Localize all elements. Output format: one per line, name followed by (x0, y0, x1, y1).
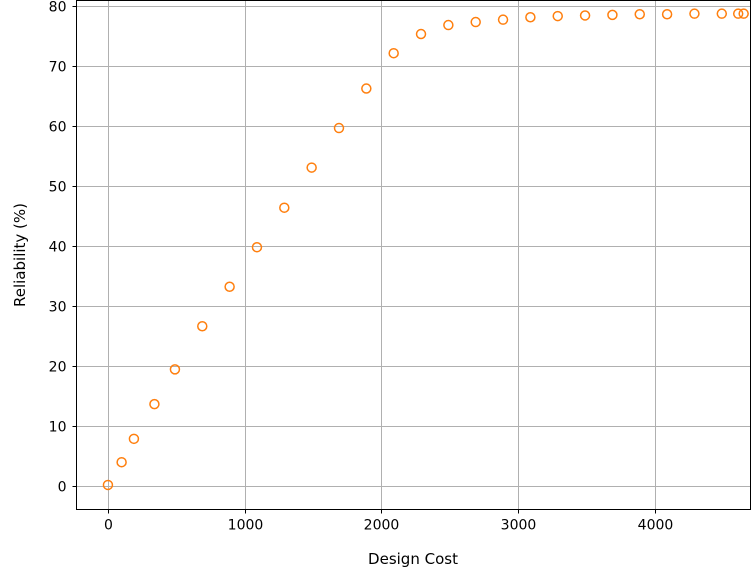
y-tick-label: 60 (49, 120, 67, 136)
data-point (197, 321, 208, 332)
data-point (689, 8, 700, 19)
data-point (716, 8, 728, 19)
data-point (279, 202, 290, 213)
data-point (251, 241, 263, 253)
grid-lines (76, 0, 751, 510)
x-tick-label: 4000 (638, 518, 674, 534)
data-point (116, 456, 127, 468)
data-point (443, 19, 454, 31)
y-tick-label: 0 (58, 480, 67, 496)
data-point (738, 8, 749, 19)
data-point (361, 83, 372, 94)
y-tick-label: 50 (49, 180, 67, 196)
data-point (102, 479, 114, 491)
data-point (306, 162, 317, 173)
axis-ticks: 0 1000 2000 3000 4000 0 10 20 30 40 50 60 70 80 (49, 0, 674, 534)
data-points (102, 8, 749, 491)
data-point (169, 364, 181, 375)
x-tick-label: 2000 (364, 518, 400, 534)
y-tick-label: 20 (49, 360, 67, 376)
data-point (661, 9, 673, 20)
y-tick-label: 30 (49, 300, 67, 316)
data-point (525, 12, 536, 23)
y-tick-label: 10 (49, 420, 67, 436)
data-point (128, 433, 140, 445)
data-point (149, 398, 160, 410)
data-point (552, 10, 563, 22)
data-point (497, 14, 509, 25)
data-point (607, 9, 618, 21)
data-point (732, 8, 744, 19)
y-tick-label: 70 (49, 60, 67, 76)
x-axis-label: Design Cost (368, 550, 458, 568)
data-point (388, 47, 399, 59)
x-tick-label: 1000 (228, 518, 264, 534)
y-tick-label: 80 (49, 0, 67, 16)
x-tick-label: 3000 (501, 518, 537, 534)
y-tick-label: 40 (49, 240, 67, 256)
x-tick-label: 0 (104, 518, 113, 534)
data-point (224, 281, 235, 292)
plot-frame (76, 0, 751, 510)
data-point (634, 9, 646, 20)
y-axis-label: Reliability (%) (11, 203, 29, 307)
data-point (579, 10, 591, 21)
data-point (333, 122, 345, 134)
data-point (415, 28, 427, 40)
data-point (470, 16, 481, 28)
